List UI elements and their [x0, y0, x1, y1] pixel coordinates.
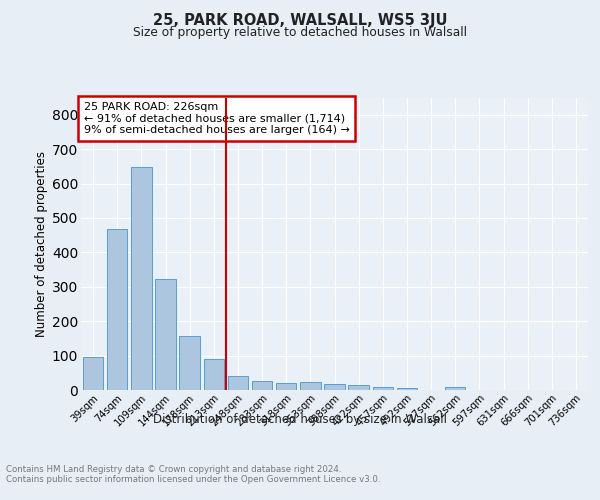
Text: Contains HM Land Registry data © Crown copyright and database right 2024.
Contai: Contains HM Land Registry data © Crown c…	[6, 465, 380, 484]
Text: Size of property relative to detached houses in Walsall: Size of property relative to detached ho…	[133, 26, 467, 39]
Bar	[324, 384, 345, 390]
Bar	[83, 357, 103, 390]
Bar	[155, 278, 176, 390]
Bar	[227, 376, 248, 390]
Bar	[349, 385, 369, 390]
Text: 25, PARK ROAD, WALSALL, WS5 3JU: 25, PARK ROAD, WALSALL, WS5 3JU	[153, 12, 447, 28]
Text: Distribution of detached houses by size in Walsall: Distribution of detached houses by size …	[153, 412, 447, 426]
Bar	[373, 387, 393, 390]
Bar	[107, 228, 127, 390]
Bar	[445, 386, 466, 390]
Bar	[300, 382, 320, 390]
Text: 25 PARK ROAD: 226sqm
← 91% of detached houses are smaller (1,714)
9% of semi-det: 25 PARK ROAD: 226sqm ← 91% of detached h…	[83, 102, 349, 135]
Bar	[397, 388, 417, 390]
Bar	[203, 359, 224, 390]
Bar	[131, 167, 152, 390]
Bar	[179, 336, 200, 390]
Bar	[252, 382, 272, 390]
Y-axis label: Number of detached properties: Number of detached properties	[35, 151, 47, 337]
Bar	[276, 383, 296, 390]
